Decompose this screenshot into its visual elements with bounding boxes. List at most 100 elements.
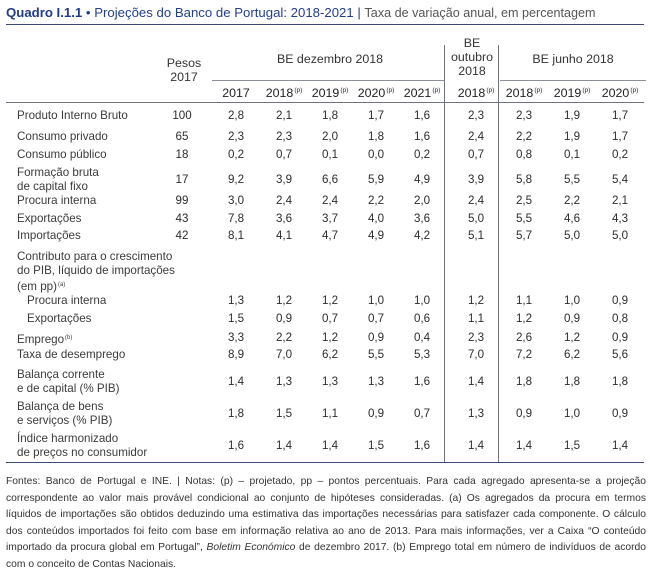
value-cell: 1,4 bbox=[611, 439, 629, 452]
value-cell: 1,1 bbox=[515, 294, 533, 307]
value-cell: 0,8 bbox=[515, 148, 533, 161]
row-label: Consumo público bbox=[17, 148, 107, 161]
table-main-title: Projeções do Banco de Portugal: 2018-202… bbox=[94, 5, 354, 20]
row-label: Produto Interno Bruto bbox=[17, 109, 128, 122]
value-cell: 2,1 bbox=[611, 194, 629, 207]
value-cell: 1,8 bbox=[611, 375, 629, 388]
value-cell: 0,9 bbox=[515, 407, 533, 420]
value-cell: 1,6 bbox=[227, 439, 245, 452]
year-header-4: 2021(p) bbox=[403, 86, 441, 100]
value-cell: 1,0 bbox=[563, 407, 581, 420]
row-label: Importações bbox=[17, 229, 81, 242]
row-label: e serviços (% PIB) bbox=[17, 414, 113, 427]
value-cell: 1,4 bbox=[321, 439, 339, 452]
table-row: Balança corrente e de capital (% PIB) 1,4 1… bbox=[0, 368, 650, 395]
row-label: Balança corrente bbox=[17, 368, 105, 381]
value-cell: 7,2 bbox=[515, 348, 533, 361]
value-cell: 5,0 bbox=[611, 229, 629, 242]
value-cell: 3,9 bbox=[275, 173, 293, 186]
row-label: de capital fixo bbox=[17, 180, 88, 193]
value-cell: 0,7 bbox=[275, 148, 293, 161]
table-title: Quadro I.1.1 • Projeções do Banco de Por… bbox=[6, 4, 646, 22]
value-cell: 1,7 bbox=[611, 130, 629, 143]
title-separator: | bbox=[357, 5, 361, 20]
weight-cell: 43 bbox=[175, 212, 189, 225]
table-row: Produto Interno Bruto 100 2,8 2,1 1,8 1,7 1,6 2… bbox=[0, 109, 650, 123]
value-cell: 1,8 bbox=[227, 407, 245, 420]
year-header-3: 2020(p) bbox=[357, 86, 395, 100]
year-header-1: 2018(p) bbox=[265, 86, 303, 100]
value-cell: 0,9 bbox=[611, 294, 629, 307]
weight-cell: 65 bbox=[175, 130, 189, 143]
year-header-2: 2019(p) bbox=[311, 86, 349, 100]
value-cell: 4,9 bbox=[367, 229, 385, 242]
value-cell: 1,2 bbox=[321, 331, 339, 344]
value-cell: 1,4 bbox=[467, 375, 485, 388]
row-label: Balança de bens bbox=[17, 400, 104, 413]
row-label: (em pp)(a) bbox=[17, 280, 66, 293]
value-cell: 1,0 bbox=[367, 294, 385, 307]
weight-cell: 42 bbox=[175, 229, 189, 242]
value-cell: 1,2 bbox=[563, 331, 581, 344]
value-cell: 5,8 bbox=[515, 173, 533, 186]
row-label: Taxa de desemprego bbox=[17, 348, 126, 361]
value-cell: 5,1 bbox=[467, 229, 485, 242]
value-cell: 1,6 bbox=[413, 130, 431, 143]
notes-publication: Boletim Económico bbox=[206, 542, 296, 554]
value-cell: 4,1 bbox=[275, 229, 293, 242]
value-cell: 3,0 bbox=[227, 194, 245, 207]
value-cell: 4,0 bbox=[367, 212, 385, 225]
value-cell: 0,9 bbox=[611, 407, 629, 420]
value-cell: 0,1 bbox=[321, 148, 339, 161]
table-row: Importações 42 8,1 4,1 4,7 4,9 4,2 5,1 5,7 5,0 5,0 bbox=[0, 229, 650, 243]
value-cell: 1,2 bbox=[515, 312, 533, 325]
value-cell: 6,2 bbox=[321, 348, 339, 361]
weight-cell: 18 bbox=[175, 148, 189, 161]
value-cell: 0,9 bbox=[367, 331, 385, 344]
value-cell: 1,2 bbox=[321, 294, 339, 307]
value-cell: 7,0 bbox=[467, 348, 485, 361]
value-cell: 1,3 bbox=[321, 375, 339, 388]
value-cell: 0,8 bbox=[611, 312, 629, 325]
value-cell: 2,2 bbox=[367, 194, 385, 207]
value-cell: 2,3 bbox=[227, 130, 245, 143]
value-cell: 1,5 bbox=[367, 439, 385, 452]
table-subtitle: Taxa de variação anual, em percentagem bbox=[364, 6, 596, 20]
table-row: Emprego(b) 3,3 2,2 1,2 0,9 0,4 2,3 2,6 1,2 0,9 bbox=[0, 331, 650, 346]
weight-cell: 17 bbox=[175, 173, 189, 186]
table-bottom-rule bbox=[6, 462, 644, 463]
value-cell: 2,4 bbox=[467, 194, 485, 207]
value-cell: 0,9 bbox=[275, 312, 293, 325]
value-cell: 1,2 bbox=[467, 294, 485, 307]
divider-october bbox=[444, 45, 445, 462]
notes-text: Fontes: Banco de Portugal e INE. | Notas… bbox=[6, 476, 646, 554]
value-cell: 1,6 bbox=[413, 375, 431, 388]
value-cell: 5,5 bbox=[563, 173, 581, 186]
value-cell: 1,4 bbox=[275, 439, 293, 452]
value-cell: 3,6 bbox=[413, 212, 431, 225]
value-cell: 1,5 bbox=[227, 312, 245, 325]
value-cell: 5,5 bbox=[367, 348, 385, 361]
value-cell: 3,9 bbox=[467, 173, 485, 186]
value-cell: 1,5 bbox=[563, 439, 581, 452]
value-cell: 1,1 bbox=[467, 312, 485, 325]
value-cell: 8,1 bbox=[227, 229, 245, 242]
value-cell: 5,7 bbox=[515, 229, 533, 242]
table-row: Formação bruta de capital fixo 17 9,2 3,9 6,6… bbox=[0, 166, 650, 193]
year-header-5: 2018(p) bbox=[457, 86, 495, 100]
value-cell: 1,6 bbox=[413, 109, 431, 122]
row-label: Exportações bbox=[17, 212, 82, 225]
value-cell: 2,6 bbox=[515, 331, 533, 344]
weight-cell: 99 bbox=[175, 194, 189, 207]
value-cell: 0,1 bbox=[563, 148, 581, 161]
table-row: Taxa de desemprego 8,9 7,0 6,2 5,5 5,3 7,0 7,2 6… bbox=[0, 348, 650, 362]
value-cell: 2,8 bbox=[227, 109, 245, 122]
value-cell: 1,4 bbox=[227, 375, 245, 388]
row-label: Consumo privado bbox=[17, 130, 108, 143]
value-cell: 1,0 bbox=[413, 294, 431, 307]
value-cell: 5,6 bbox=[611, 348, 629, 361]
table-row: Contributo para o crescimento do PIB, líq… bbox=[0, 250, 650, 293]
title-bullet: • bbox=[85, 5, 91, 20]
value-cell: 1,9 bbox=[563, 109, 581, 122]
value-cell: 1,9 bbox=[563, 130, 581, 143]
